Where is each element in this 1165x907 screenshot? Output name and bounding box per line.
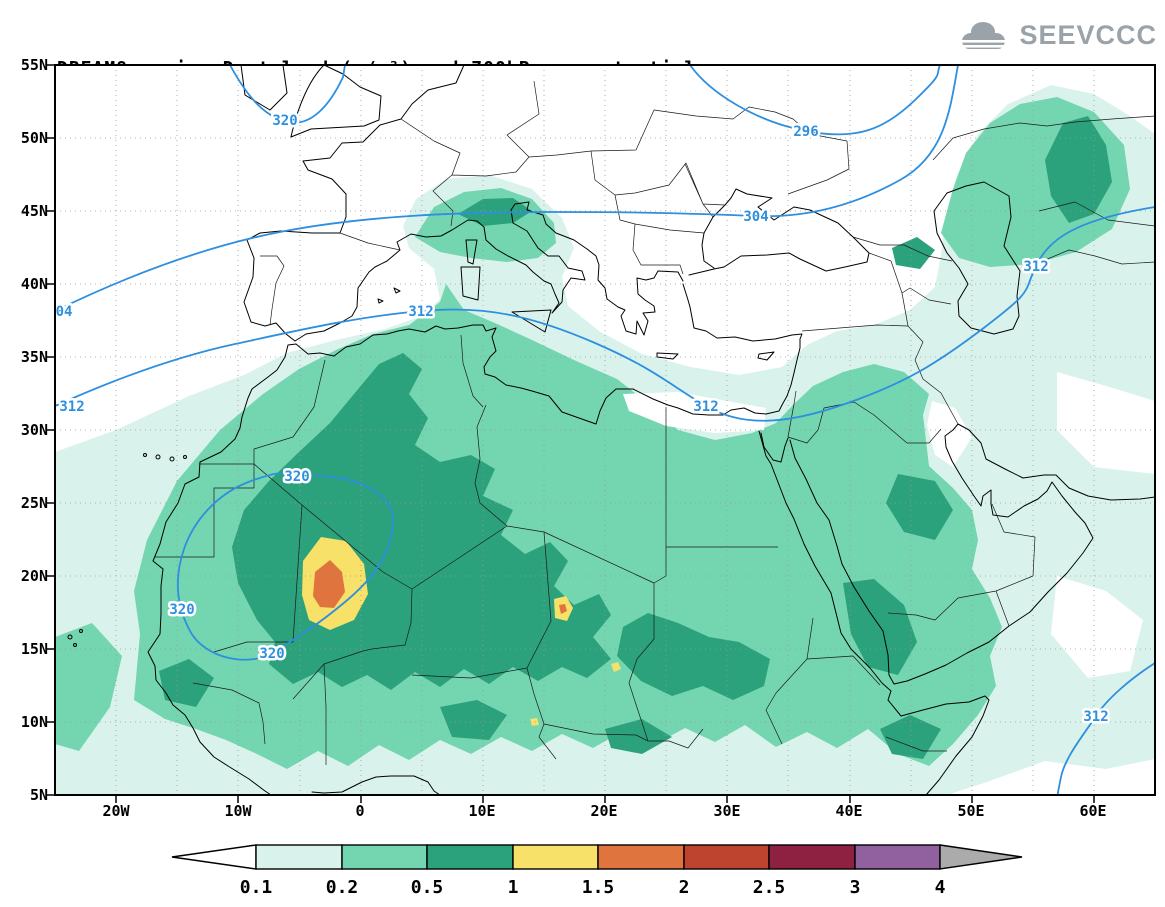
contour-label: 304 [743,209,768,225]
dust-level-1.5 [313,560,567,614]
colorbar-cell [255,844,343,870]
lat-label: 5N [29,786,48,804]
lat-label: 10N [20,713,48,731]
grid-lines [55,65,1155,795]
contour-label: 296 [793,124,818,140]
contour-label: 312 [1083,709,1108,725]
map-frame [54,64,1156,796]
lat-label: 25N [20,494,48,512]
colorbar-value: 3 [850,877,861,898]
colorbar-cell [341,844,428,870]
contour-label: 04 [56,304,73,320]
lon-label: 10E [468,802,496,820]
dust-clear-areas [623,372,1155,678]
colorbar-cell [683,844,770,870]
lat-label: 15N [20,640,48,658]
lat-label: 20N [20,567,48,585]
contour-label: 320 [284,469,309,485]
colorbar-value: 2 [679,877,690,898]
lon-label: 30E [713,802,741,820]
colorbar-value: 1.5 [582,877,615,898]
lat-label: 55N [20,56,48,74]
colorbar-value: 0.1 [240,877,273,898]
contour-labels: 320 296 304 312 312 04 312 312 320 320 3… [53,111,1111,728]
cloud-icon [958,22,1009,49]
contour-label: 312 [1023,259,1048,275]
colorbar-cell [426,844,514,870]
colorbar-value: 1 [508,877,519,898]
lon-label: 40E [835,802,863,820]
lat-label: 45N [20,202,48,220]
logo-text: SEEVCCC [1019,19,1157,50]
coastlines-layer [67,64,1156,796]
contour-label: 312 [408,304,433,320]
contour-label: 312 [59,399,84,415]
lon-label: 20E [590,802,618,820]
colorbar-value: 2.5 [753,877,786,898]
axis-ticks [47,64,1095,803]
colorbar-right-arrow [939,844,1023,870]
colorbar-value: 0.5 [411,877,444,898]
lat-label: 35N [20,348,48,366]
colorbar-value: 0.2 [326,877,359,898]
borders-layer [154,80,1156,765]
lon-label: 20W [102,802,130,820]
colorbar-cell [854,844,941,870]
map-area: 320 296 304 312 312 04 312 312 320 320 3… [47,64,1156,803]
lat-label: 40N [20,275,48,293]
lon-label: 50E [957,802,985,820]
lon-label: 10W [224,802,252,820]
colorbar-cell [768,844,856,870]
contour-label: 312 [693,399,718,415]
colorbar-left-arrow [171,844,257,870]
colorbar-cell [597,844,685,870]
contour-label: 320 [169,602,194,618]
contour-label: 320 [259,646,284,662]
lat-label: 30N [20,421,48,439]
lon-label: 60E [1079,802,1107,820]
lon-label: 0 [355,802,365,820]
lat-label: 50N [20,129,48,147]
contour-label: 320 [272,113,297,129]
colorbar-labels: 0.1 0.2 0.5 1 1.5 2 2.5 3 4 [240,877,946,898]
colorbar-value: 4 [935,877,946,898]
colorbar-cell [512,844,599,870]
geopotential-contours [54,64,1156,796]
colorbar: 0.1 0.2 0.5 1 1.5 2 2.5 3 4 [171,844,1023,898]
seevccc-logo: SEEVCCC [955,18,1157,52]
